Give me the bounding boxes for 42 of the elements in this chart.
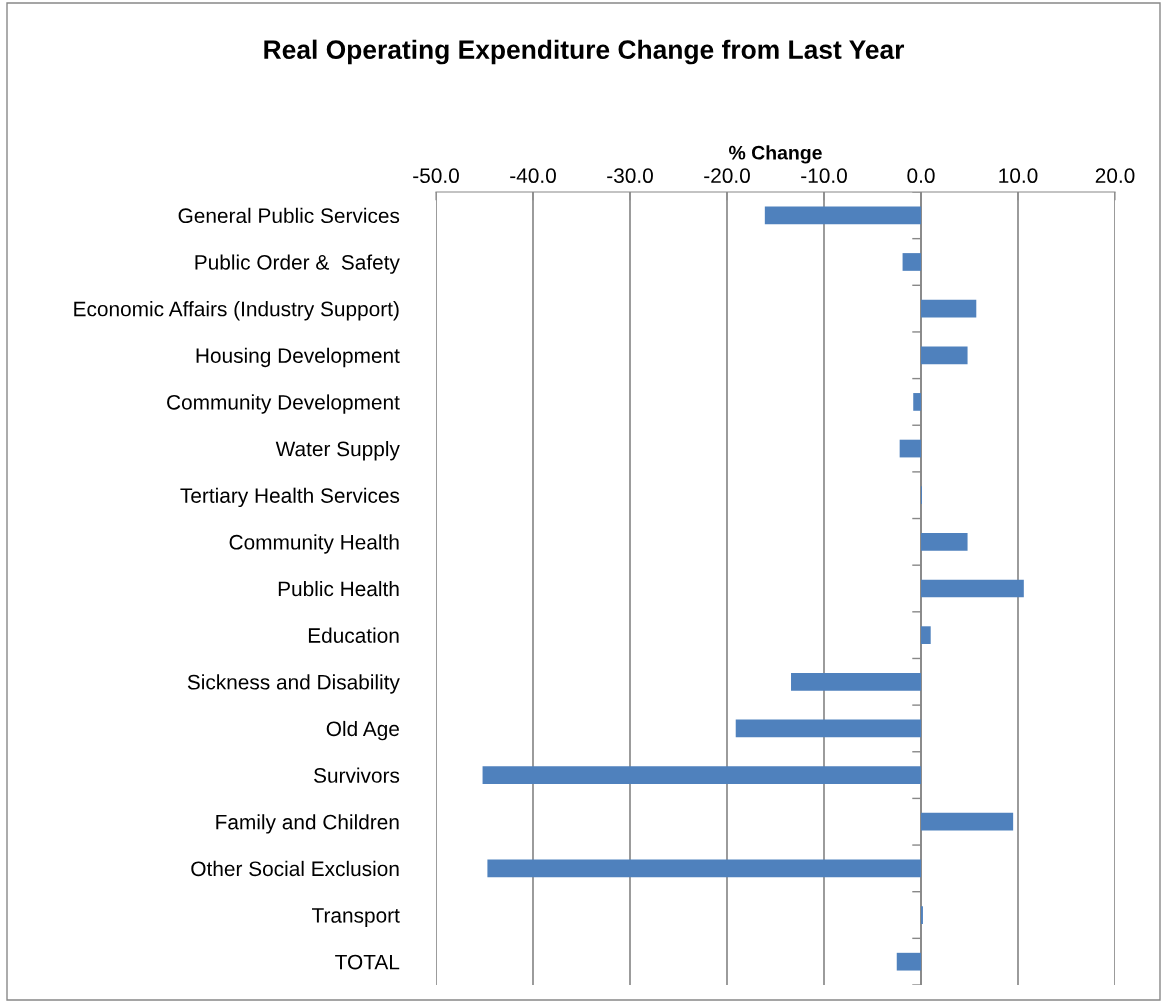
y-tick-label: Tertiary Health Services bbox=[180, 487, 400, 508]
y-tick-label: Survivors bbox=[314, 767, 400, 783]
x-tick-label: 0.0 bbox=[907, 168, 935, 184]
x-tick-label: 20.0 bbox=[1095, 168, 1135, 184]
y-tick-label: Public Health bbox=[278, 580, 399, 597]
bar bbox=[791, 672, 921, 691]
bar bbox=[764, 206, 921, 225]
y-tick-label: Economic Affairs (Industry Support) bbox=[74, 301, 399, 321]
y-tick-label: TOTAL bbox=[335, 954, 400, 970]
y-tick-label: Water Supply bbox=[275, 441, 400, 461]
x-axis-title: % Change bbox=[728, 145, 822, 164]
y-tick-label: Education bbox=[308, 627, 399, 643]
bar bbox=[735, 719, 921, 738]
y-tick-label: Public Order & Safety bbox=[195, 254, 400, 274]
bar bbox=[899, 439, 921, 458]
bar bbox=[896, 952, 921, 971]
bar bbox=[921, 532, 968, 551]
x-tick-label: -50.0 bbox=[413, 168, 459, 184]
bar bbox=[487, 859, 921, 878]
bar bbox=[921, 812, 1014, 831]
x-tick-label: -30.0 bbox=[607, 168, 653, 184]
bar bbox=[921, 579, 1024, 598]
x-tick-label: -20.0 bbox=[704, 168, 750, 184]
y-tick-label: Family and Children bbox=[216, 814, 399, 834]
chart-title: Real Operating Expenditure Change from Last Year bbox=[264, 39, 905, 65]
y-tick-label: Sickness and Disability bbox=[187, 674, 400, 694]
bar bbox=[921, 299, 977, 318]
bar bbox=[913, 393, 921, 411]
bar bbox=[902, 253, 921, 271]
bar bbox=[921, 346, 968, 365]
bar bbox=[482, 766, 921, 784]
x-tick-label: -40.0 bbox=[510, 168, 556, 184]
y-tick-label: Other Social Exclusion bbox=[191, 860, 399, 877]
y-tick-label: General Public Services bbox=[178, 207, 400, 224]
x-tick-label: -10.0 bbox=[801, 168, 847, 184]
x-tick-label: 10.0 bbox=[999, 168, 1038, 184]
y-tick-label: Community Health bbox=[229, 534, 399, 554]
y-tick-label: Old Age bbox=[326, 720, 399, 741]
bar bbox=[921, 626, 931, 645]
y-tick-label: Community Development bbox=[167, 394, 400, 414]
y-tick-label: Transport bbox=[311, 908, 400, 927]
y-tick-label: Housing Development bbox=[196, 347, 400, 368]
